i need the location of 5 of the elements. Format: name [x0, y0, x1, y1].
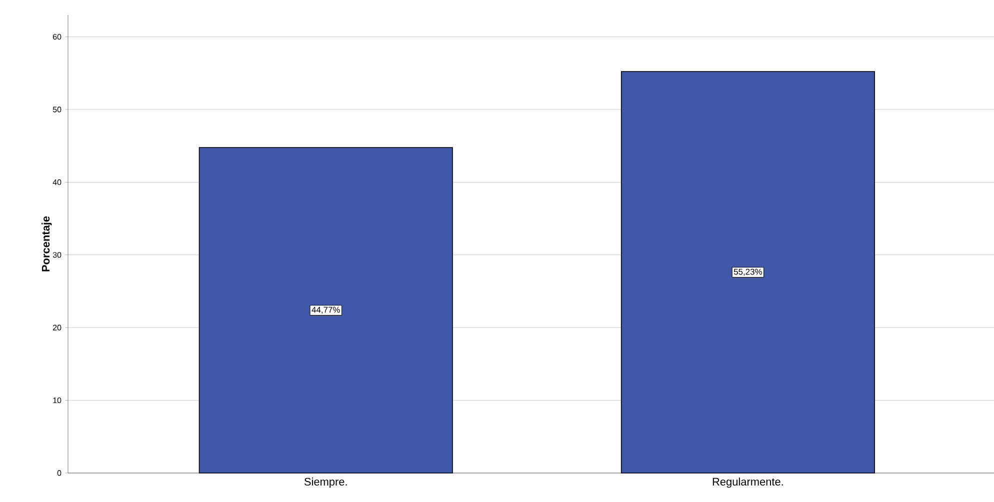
data-label: 55,23% [734, 268, 762, 276]
x-tick-label: Regularmente. [712, 478, 783, 488]
y-axis-title: Porcentaje [42, 216, 52, 272]
data-label: 44,77% [312, 306, 340, 314]
x-tick-label: Siempre. [304, 478, 347, 488]
